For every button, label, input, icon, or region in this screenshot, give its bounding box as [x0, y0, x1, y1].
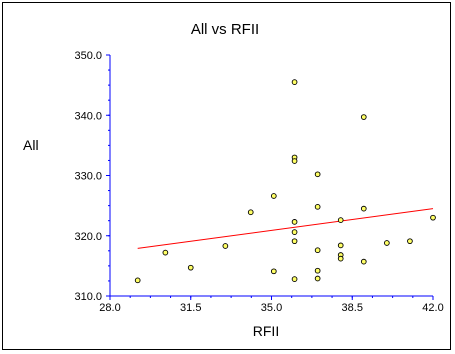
chart-title: All vs RFII [191, 21, 259, 38]
trendline [137, 208, 434, 249]
data-point [337, 242, 344, 249]
y-tick-label: 340.0 [74, 110, 102, 122]
data-point [314, 267, 321, 274]
x-axis-title: RFII [253, 323, 279, 339]
data-point [291, 229, 298, 235]
data-point [314, 203, 321, 210]
x-tick-label: 31.5 [180, 302, 201, 314]
points-group [134, 79, 436, 284]
data-point [314, 247, 321, 254]
data-point [384, 240, 390, 246]
data-point [162, 249, 169, 256]
data-point [247, 209, 254, 216]
data-point [134, 277, 141, 284]
data-point [270, 193, 277, 199]
y-tick-label: 350.0 [74, 50, 102, 62]
data-point [270, 268, 277, 275]
x-tick-label: 35.0 [261, 302, 282, 314]
data-point [291, 276, 298, 282]
data-point [430, 214, 436, 221]
data-point [291, 158, 298, 164]
data-point [314, 275, 321, 282]
data-point [407, 238, 413, 245]
y-tick-label: 320.0 [74, 231, 102, 243]
data-point [291, 238, 298, 245]
scatter-chart: All vs RFII All RFII 310.0 320.0 330.0 340.… [23, 21, 444, 339]
data-point [291, 79, 298, 85]
axes: 310.0 320.0 330.0 340.0 350.0 28.0 31.5 35.0 38.… [74, 50, 443, 314]
data-point [222, 243, 229, 249]
x-tick-label: 28.0 [99, 302, 120, 314]
trendline-group [137, 208, 434, 249]
data-point [360, 205, 367, 212]
data-point [360, 114, 367, 120]
data-point [187, 264, 194, 271]
chart-frame: All vs RFII All RFII 310.0 320.0 330.0 340.… [2, 2, 451, 350]
y-axis-title: All [23, 137, 39, 153]
data-point [314, 171, 321, 178]
y-tick-label: 330.0 [74, 171, 102, 183]
data-point [337, 255, 344, 262]
y-tick-label: 310.0 [74, 291, 102, 303]
data-point [291, 219, 298, 225]
x-tick-label: 42.0 [422, 302, 443, 314]
data-point [360, 258, 367, 265]
data-point [337, 217, 344, 223]
x-tick-label: 38.5 [342, 302, 363, 314]
